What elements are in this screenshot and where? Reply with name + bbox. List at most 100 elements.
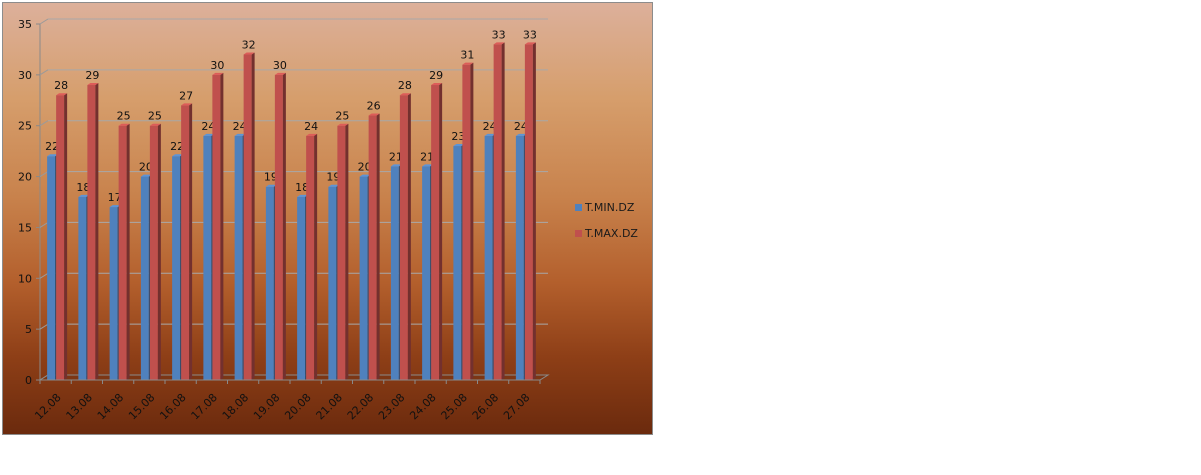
bar-tmax-15 — [524, 44, 533, 380]
data-label-tmin-13: 23 — [451, 130, 465, 143]
bar-tmin-9 — [328, 186, 337, 380]
x-tick-label-0: 12.08 — [32, 391, 63, 422]
x-tick-label-5: 17.08 — [189, 391, 220, 422]
data-label-tmax-1: 29 — [85, 69, 99, 82]
bar-top-tmax-9 — [337, 123, 349, 126]
bar-top-tmin-15 — [515, 133, 527, 136]
legend-swatch-tmax — [575, 229, 582, 237]
data-label-tmax-11: 28 — [398, 79, 412, 92]
data-label-tmax-0: 28 — [54, 79, 68, 92]
gridline-depth-5 — [39, 120, 49, 127]
data-label-tmin-15: 24 — [514, 120, 528, 133]
bar-tmax-1 — [87, 85, 96, 381]
data-label-tmax-7: 30 — [273, 59, 287, 72]
data-label-tmin-14: 24 — [483, 120, 497, 133]
bar-top-tmax-1 — [87, 83, 99, 86]
data-label-tmax-4: 27 — [179, 89, 193, 102]
data-label-tmax-12: 29 — [429, 69, 443, 82]
x-tick-label-11: 23.08 — [376, 391, 407, 422]
data-label-tmin-8: 18 — [295, 181, 309, 194]
bar-tmin-5 — [203, 135, 212, 380]
gridline-depth-1 — [39, 323, 49, 330]
data-label-tmax-6: 32 — [242, 39, 256, 52]
bar-tmax-10 — [368, 115, 377, 381]
bar-side-tmax-2 — [126, 123, 130, 380]
bar-tmax-6 — [243, 54, 252, 381]
x-tick-label-2: 14.08 — [95, 391, 126, 422]
y-tick-label-2: 10 — [18, 272, 32, 285]
data-label-tmin-2: 17 — [108, 191, 122, 204]
gridline-depth-6 — [39, 69, 49, 76]
legend-label-tmax: T.MAX.DZ — [585, 226, 638, 240]
bar-tmax-5 — [212, 74, 221, 380]
bar-top-tmin-14 — [484, 133, 496, 136]
y-tick-label-0: 0 — [25, 374, 32, 387]
bar-tmin-11 — [390, 166, 399, 380]
x-tick-label-6: 18.08 — [220, 391, 251, 422]
data-label-tmax-2: 25 — [117, 110, 131, 123]
bar-side-tmax-8 — [314, 133, 318, 380]
bar-top-tmax-7 — [274, 72, 286, 75]
bar-top-tmax-8 — [306, 133, 318, 136]
legend-label-tmin: T.MIN.DZ — [585, 200, 635, 214]
bar-side-tmax-0 — [64, 93, 68, 380]
bar-tmax-13 — [462, 64, 471, 380]
data-label-tmax-9: 25 — [335, 110, 349, 123]
bar-tmin-6 — [234, 135, 243, 380]
y-tick-label-1: 5 — [25, 323, 32, 336]
gridline-depth-3 — [39, 222, 49, 228]
bar-side-tmax-14 — [501, 42, 505, 380]
bar-tmin-15 — [515, 135, 524, 380]
bar-side-tmax-12 — [439, 83, 443, 381]
data-label-tmin-9: 19 — [326, 171, 340, 184]
bar-tmax-9 — [337, 125, 346, 380]
bar-side-tmax-3 — [157, 123, 161, 380]
bar-top-tmax-6 — [243, 52, 255, 55]
bar-top-tmin-9 — [328, 184, 340, 187]
y-tick-label-3: 15 — [18, 221, 32, 234]
bar-top-tmin-10 — [359, 174, 371, 177]
data-label-tmax-15: 33 — [523, 28, 537, 41]
y-tick-label-4: 20 — [18, 171, 32, 184]
bar-tmin-3 — [140, 176, 149, 380]
legend-item-tmin: T.MIN.DZ — [575, 199, 638, 215]
data-label-tmin-6: 24 — [233, 120, 247, 133]
bar-side-tmax-13 — [470, 62, 474, 380]
x-tick-label-12: 24.08 — [407, 391, 438, 422]
bar-top-tmin-3 — [140, 174, 152, 177]
bar-top-tmin-2 — [109, 205, 121, 208]
bar-tmax-2 — [118, 125, 127, 380]
y-tick-label-5: 25 — [18, 120, 32, 133]
bar-side-tmax-6 — [251, 52, 255, 381]
bar-tmin-7 — [265, 186, 274, 380]
bar-top-tmin-4 — [172, 154, 184, 157]
bar-top-tmax-12 — [431, 83, 443, 86]
data-label-tmin-11: 21 — [389, 150, 403, 163]
bar-tmax-3 — [149, 125, 158, 380]
x-tick-label-8: 20.08 — [282, 391, 313, 422]
gridline-depth-4 — [39, 171, 49, 177]
data-label-tmin-0: 22 — [45, 140, 59, 153]
bar-side-tmax-7 — [282, 72, 286, 380]
bar-top-tmax-10 — [368, 113, 380, 116]
bar-side-tmax-10 — [376, 113, 380, 381]
bar-top-tmax-4 — [181, 103, 193, 106]
data-label-tmin-7: 19 — [264, 171, 278, 184]
y-tick-label-6: 30 — [18, 69, 32, 82]
data-label-tmax-10: 26 — [367, 100, 381, 113]
y-tick-label-7: 35 — [18, 18, 32, 31]
bar-tmax-12 — [431, 85, 440, 381]
data-label-tmax-8: 24 — [304, 120, 318, 133]
bar-top-tmax-0 — [56, 93, 68, 96]
x-tick-label-1: 13.08 — [64, 391, 95, 422]
x-tick-label-3: 15.08 — [126, 391, 157, 422]
gridline-depth-2 — [39, 272, 49, 279]
bar-top-tmax-11 — [399, 93, 411, 96]
bar-side-tmax-15 — [532, 42, 536, 380]
data-label-tmax-14: 33 — [492, 28, 506, 41]
bar-top-tmin-11 — [390, 164, 402, 167]
bar-top-tmax-13 — [462, 62, 474, 65]
data-label-tmin-12: 21 — [420, 150, 434, 163]
bar-tmin-12 — [422, 166, 431, 380]
bar-top-tmax-3 — [149, 123, 161, 126]
